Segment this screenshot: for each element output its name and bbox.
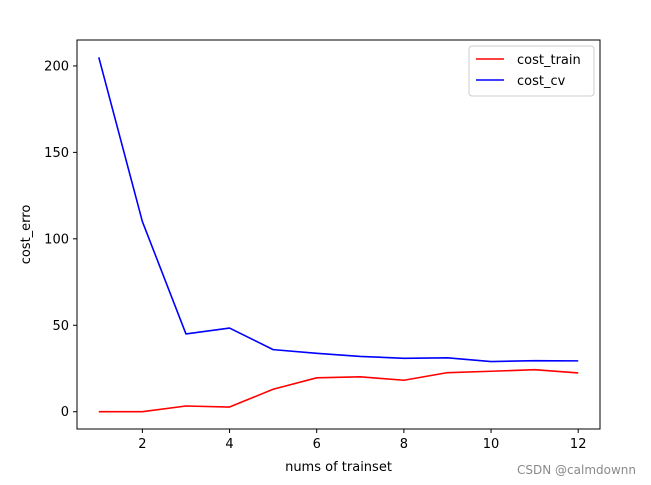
x-tick-label: 2 <box>138 437 146 452</box>
y-tick-label: 100 <box>44 232 69 247</box>
x-tick-label: 12 <box>570 437 587 452</box>
y-tick-label: 200 <box>44 59 69 74</box>
legend-label-cost-cv: cost_cv <box>517 74 566 89</box>
x-tick-label: 8 <box>400 437 408 452</box>
y-tick-label: 0 <box>61 405 69 420</box>
series-line-cost-cv <box>98 57 579 363</box>
y-tick-label: 50 <box>52 319 69 334</box>
plot-frame <box>76 39 601 430</box>
ticks-layer: 2 4 6 8 10 12 0 50 100 150 200 <box>44 59 586 452</box>
series-line-cost-train <box>98 368 579 413</box>
y-tick-label: 150 <box>44 146 69 161</box>
x-tick-label: 6 <box>313 437 321 452</box>
plot-area <box>77 40 600 429</box>
legend-label-cost-train: cost_train <box>517 53 581 68</box>
legend: cost_train cost_cv <box>468 45 595 97</box>
x-axis-label: nums of trainset <box>285 460 392 475</box>
series-layer <box>98 57 579 413</box>
x-tick-label: 4 <box>225 437 233 452</box>
y-axis-label: cost_erro <box>19 205 34 265</box>
x-tick-label: 10 <box>483 437 500 452</box>
watermark: CSDN @calmdownn <box>517 463 636 477</box>
